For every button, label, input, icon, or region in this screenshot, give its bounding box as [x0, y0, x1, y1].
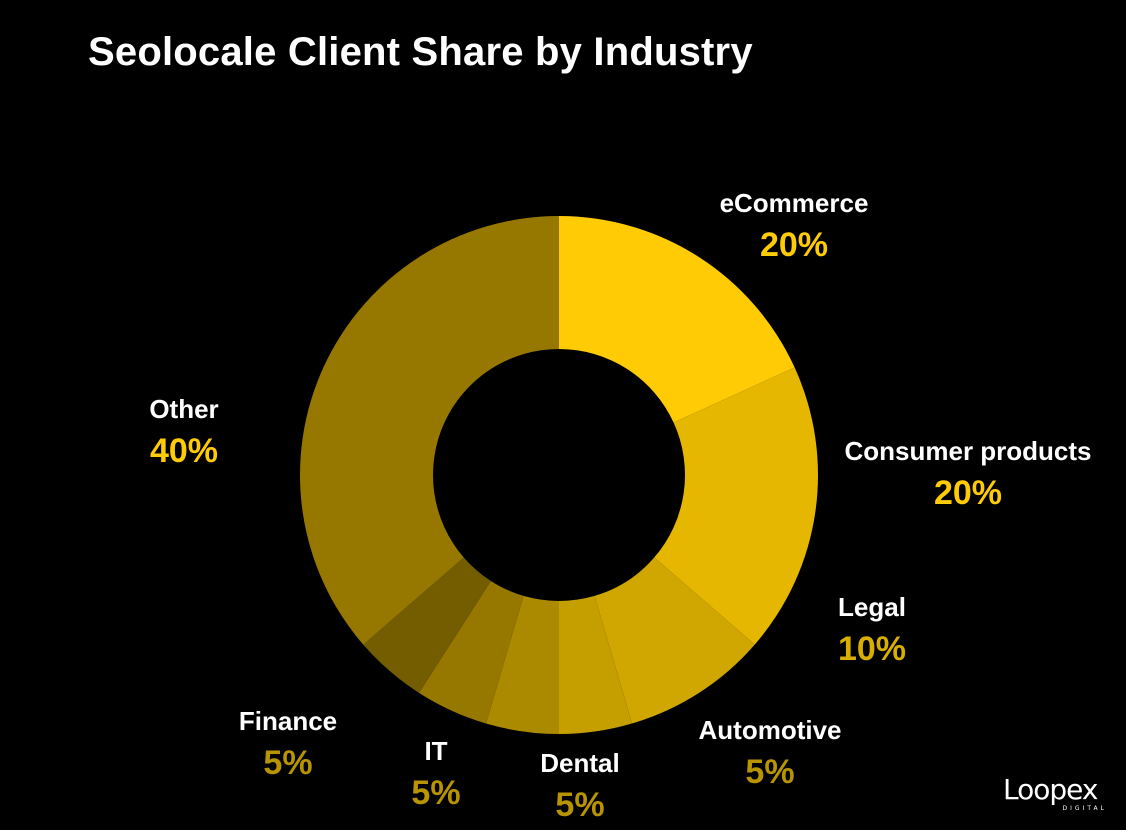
slice-percentage: 5% — [745, 753, 794, 791]
brand-logo: Loopex DIGITAL — [1003, 776, 1107, 818]
logo-subtitle: DIGITAL — [1062, 805, 1107, 812]
slice-label: Automotive — [699, 715, 842, 745]
slice-label: Dental — [540, 748, 619, 778]
slice-ecommerce — [559, 216, 795, 423]
slice-percentage: 10% — [838, 630, 906, 668]
slice-percentage: 5% — [411, 774, 460, 812]
slice-it — [418, 580, 524, 724]
slice-label: IT — [424, 736, 447, 766]
slice-percentage: 40% — [150, 432, 218, 470]
slice-other — [299, 216, 559, 645]
slice-consumer-products — [654, 367, 818, 645]
slice-percentage: 5% — [555, 786, 604, 824]
slice-finance — [363, 557, 491, 693]
slice-label: eCommerce — [720, 188, 869, 218]
slice-label: Finance — [239, 706, 337, 736]
slice-label: Legal — [838, 592, 906, 622]
slice-automotive — [559, 595, 632, 734]
slice-dental — [486, 595, 559, 734]
slice-legal — [594, 557, 755, 724]
logo-wordmark: Loopex — [1003, 773, 1098, 806]
slice-label: Other — [149, 394, 218, 424]
slice-percentage: 20% — [934, 474, 1002, 512]
slice-percentage: 5% — [263, 744, 312, 782]
chart-title: Seolocale Client Share by Industry — [88, 30, 753, 74]
slice-label: Consumer products — [844, 436, 1091, 466]
slice-percentage: 20% — [760, 226, 828, 264]
